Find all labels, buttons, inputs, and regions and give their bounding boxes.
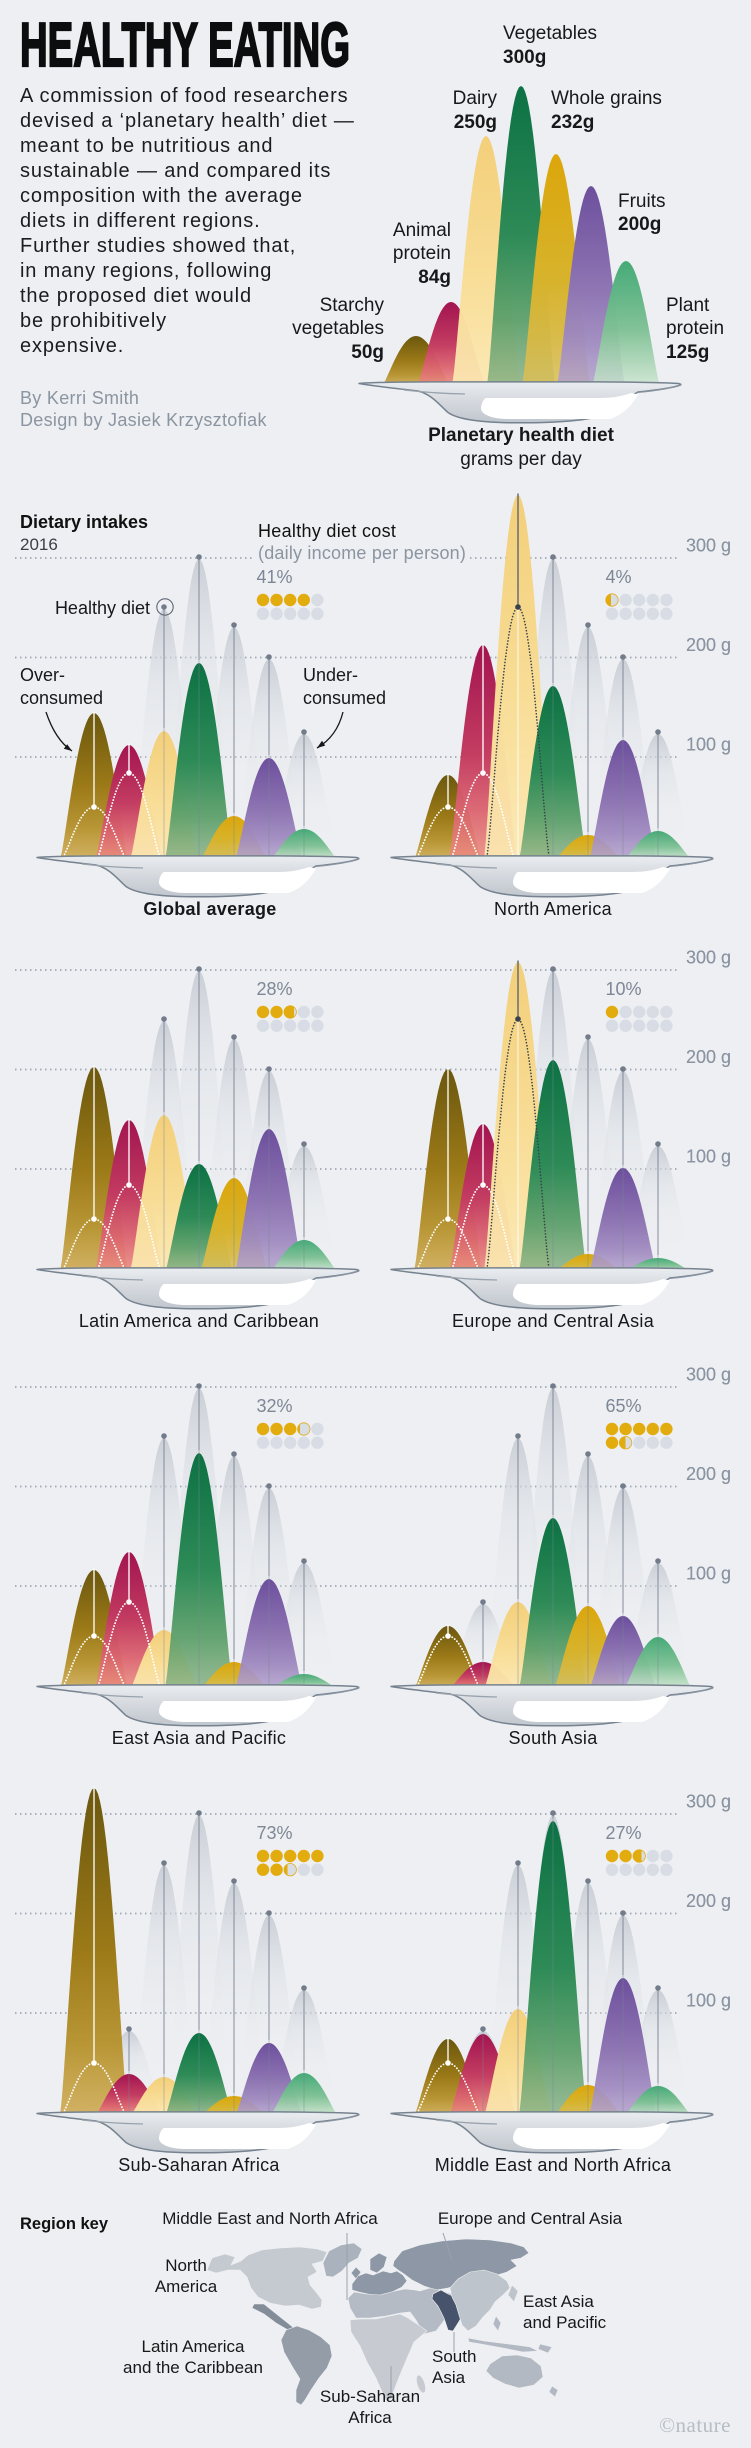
- svg-text:28%: 28%: [257, 979, 293, 999]
- svg-text:Asia: Asia: [432, 2368, 466, 2387]
- svg-text:4%: 4%: [606, 567, 632, 587]
- svg-text:100 g: 100 g: [686, 1564, 731, 1584]
- svg-text:sustainable — and compared its: sustainable — and compared its: [20, 160, 331, 182]
- svg-text:200 g: 200 g: [686, 1464, 731, 1484]
- svg-text:vegetables: vegetables: [292, 318, 384, 339]
- svg-text:300 g: 300 g: [686, 536, 731, 556]
- svg-text:East Asia and Pacific: East Asia and Pacific: [112, 1728, 286, 1748]
- svg-text:Whole grains: Whole grains: [551, 88, 662, 109]
- svg-text:Dietary intakes: Dietary intakes: [20, 512, 148, 532]
- svg-text:Dairy: Dairy: [453, 88, 498, 109]
- svg-text:By Kerri Smith: By Kerri Smith: [20, 388, 139, 408]
- svg-text:100 g: 100 g: [686, 1564, 731, 1584]
- svg-text:Latin America and Caribbean: Latin America and Caribbean: [79, 1311, 319, 1331]
- svg-text:protein: protein: [393, 243, 451, 264]
- svg-text:diets in different regions.: diets in different regions.: [20, 210, 261, 232]
- svg-text:100 g: 100 g: [686, 1147, 731, 1167]
- svg-text:100 g: 100 g: [686, 1991, 731, 2011]
- svg-text:Over-: Over-: [20, 665, 65, 685]
- svg-text:232g: 232g: [551, 112, 594, 133]
- svg-text:300 g: 300 g: [686, 948, 731, 968]
- svg-text:consumed: consumed: [303, 688, 386, 708]
- svg-text:Design by Jasiek Krzysztofiak: Design by Jasiek Krzysztofiak: [20, 410, 267, 430]
- svg-text:Sub-Saharan Africa: Sub-Saharan Africa: [118, 2155, 280, 2175]
- svg-text:200 g: 200 g: [686, 635, 731, 655]
- svg-text:devised a ‘planetary health’ d: devised a ‘planetary health’ diet —: [20, 110, 355, 132]
- svg-text:(daily income per person): (daily income per person): [258, 543, 466, 563]
- svg-text:Vegetables: Vegetables: [503, 23, 597, 44]
- svg-text:125g: 125g: [666, 342, 709, 363]
- svg-text:Middle East and North Africa: Middle East and North Africa: [435, 2155, 672, 2175]
- svg-text:East Asia: East Asia: [523, 2292, 594, 2311]
- svg-text:grams per day: grams per day: [460, 449, 582, 470]
- svg-text:meant to be nutritious and: meant to be nutritious and: [20, 135, 273, 157]
- svg-text:100 g: 100 g: [686, 735, 731, 755]
- svg-text:32%: 32%: [257, 1396, 293, 1416]
- svg-text:Further studies showed that,: Further studies showed that,: [20, 235, 296, 257]
- svg-text:HEALTHY EATING: HEALTHY EATING: [20, 11, 350, 80]
- svg-text:Global average: Global average: [143, 899, 276, 919]
- svg-text:300g: 300g: [503, 47, 546, 68]
- svg-text:200 g: 200 g: [686, 1891, 731, 1911]
- svg-text:America: America: [155, 2277, 218, 2296]
- svg-text:300 g: 300 g: [686, 1792, 731, 1812]
- svg-text:250g: 250g: [454, 112, 497, 133]
- svg-text:Middle East and North Africa: Middle East and North Africa: [162, 2209, 378, 2228]
- svg-text:A commission of food researche: A commission of food researchers: [20, 85, 348, 107]
- svg-text:be prohibitively: be prohibitively: [20, 310, 167, 332]
- svg-text:North: North: [165, 2256, 207, 2275]
- svg-text:and the Caribbean: and the Caribbean: [123, 2358, 263, 2377]
- svg-text:Africa: Africa: [348, 2408, 392, 2427]
- svg-text:2016: 2016: [20, 535, 58, 554]
- svg-text:Latin America: Latin America: [142, 2337, 246, 2356]
- svg-text:Planetary health diet: Planetary health diet: [428, 425, 615, 446]
- svg-text:consumed: consumed: [20, 688, 103, 708]
- svg-text:Europe and Central Asia: Europe and Central Asia: [452, 1311, 655, 1331]
- svg-text:Healthy diet cost: Healthy diet cost: [258, 521, 396, 541]
- svg-text:Europe and Central Asia: Europe and Central Asia: [438, 2209, 623, 2228]
- svg-text:100 g: 100 g: [686, 1147, 731, 1167]
- svg-text:200 g: 200 g: [686, 1047, 731, 1067]
- svg-text:200 g: 200 g: [686, 1047, 731, 1067]
- svg-text:©nature: ©nature: [659, 2413, 731, 2437]
- svg-text:300 g: 300 g: [686, 948, 731, 968]
- svg-text:expensive.: expensive.: [20, 335, 124, 357]
- svg-text:protein: protein: [666, 318, 724, 339]
- svg-text:Healthy diet: Healthy diet: [55, 598, 150, 618]
- svg-text:Starchy: Starchy: [320, 295, 385, 316]
- svg-text:73%: 73%: [257, 1823, 293, 1843]
- svg-text:Under-: Under-: [303, 665, 358, 685]
- svg-text:200g: 200g: [618, 214, 661, 235]
- svg-text:Plant: Plant: [666, 295, 710, 316]
- svg-text:65%: 65%: [606, 1396, 642, 1416]
- svg-text:South Asia: South Asia: [508, 1728, 598, 1748]
- svg-text:200 g: 200 g: [686, 1891, 731, 1911]
- svg-text:84g: 84g: [418, 267, 451, 288]
- svg-text:300 g: 300 g: [686, 536, 731, 556]
- svg-text:300 g: 300 g: [686, 1792, 731, 1812]
- svg-text:Fruits: Fruits: [618, 191, 666, 212]
- svg-text:300 g: 300 g: [686, 1365, 731, 1385]
- svg-text:South: South: [432, 2347, 476, 2366]
- svg-text:Animal: Animal: [393, 220, 451, 241]
- svg-text:and Pacific: and Pacific: [523, 2313, 607, 2332]
- svg-text:10%: 10%: [606, 979, 642, 999]
- svg-text:100 g: 100 g: [686, 1991, 731, 2011]
- svg-text:41%: 41%: [257, 567, 293, 587]
- svg-text:North America: North America: [494, 899, 613, 919]
- svg-text:in many regions, following: in many regions, following: [20, 260, 272, 282]
- svg-text:200 g: 200 g: [686, 1464, 731, 1484]
- svg-text:composition with the average: composition with the average: [20, 185, 303, 207]
- svg-text:27%: 27%: [606, 1823, 642, 1843]
- svg-text:100 g: 100 g: [686, 735, 731, 755]
- svg-text:50g: 50g: [351, 342, 384, 363]
- svg-text:the proposed diet would: the proposed diet would: [20, 285, 252, 307]
- svg-text:200 g: 200 g: [686, 635, 731, 655]
- svg-text:Region key: Region key: [20, 2215, 109, 2233]
- svg-text:Sub-Saharan: Sub-Saharan: [320, 2387, 420, 2406]
- svg-text:300 g: 300 g: [686, 1365, 731, 1385]
